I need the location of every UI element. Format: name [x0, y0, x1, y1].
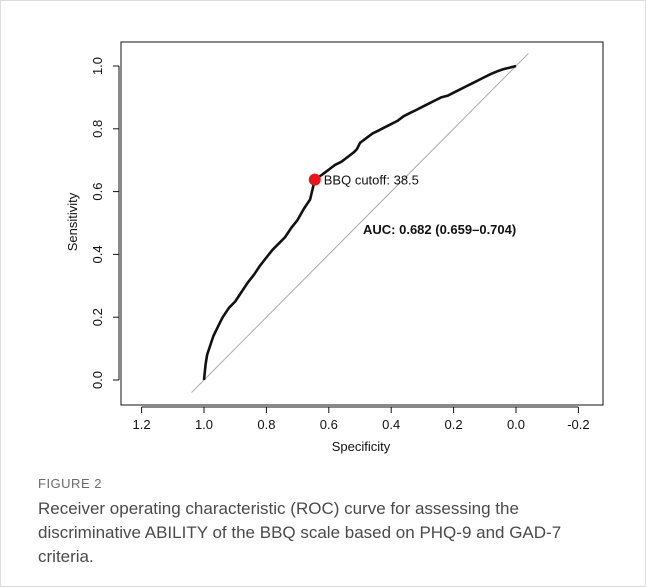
- roc-chart-svg: 1.2 1.0 0.8 0.6 0.4 0.2 0.0 -0.2 0.0 0.2 0.4 0.6 0.8…: [65, 41, 604, 454]
- caption-text: Receiver operating characteristic (ROC) …: [38, 499, 562, 566]
- x-tick-label: 1.0: [195, 417, 213, 432]
- x-axis-title: Specificity: [332, 439, 391, 454]
- y-tick-label: 0.0: [90, 371, 105, 389]
- x-tick-label: 0.8: [257, 417, 275, 432]
- y-tick-label: 1.0: [90, 57, 105, 75]
- figure-number: FIGURE 2: [38, 476, 102, 491]
- x-tick-label: -0.2: [567, 417, 589, 432]
- cutoff-point: [308, 173, 321, 186]
- y-tick-label: 0.2: [90, 308, 105, 326]
- y-axis-title: Sensitivity: [65, 192, 80, 251]
- x-tick-label: 0.4: [382, 417, 400, 432]
- axes-group: 1.2 1.0 0.8 0.6 0.4 0.2 0.0 -0.2 0.0 0.2 0.4 0.6 0.8…: [90, 57, 590, 432]
- x-tick-label: 0.0: [507, 417, 525, 432]
- y-tick-label: 0.8: [90, 120, 105, 138]
- x-tick-label: 1.2: [133, 417, 151, 432]
- reference-diagonal: [191, 53, 529, 393]
- cutoff-label: BBQ cutoff: 38.5: [324, 173, 419, 188]
- x-tick-label: 0.2: [445, 417, 463, 432]
- auc-annotation: AUC: 0.682 (0.659–0.704): [363, 222, 516, 237]
- roc-curve: [202, 64, 517, 381]
- x-tick-label: 0.6: [320, 417, 338, 432]
- roc-plot: 1.2 1.0 0.8 0.6 0.4 0.2 0.0 -0.2 0.0 0.2 0.4 0.6 0.8…: [65, 41, 604, 454]
- plot-frame: [120, 41, 604, 406]
- y-tick-label: 0.6: [90, 183, 105, 201]
- figure-caption: FIGURE 2 Receiver operating characterist…: [38, 476, 618, 569]
- y-tick-label: 0.4: [90, 245, 105, 263]
